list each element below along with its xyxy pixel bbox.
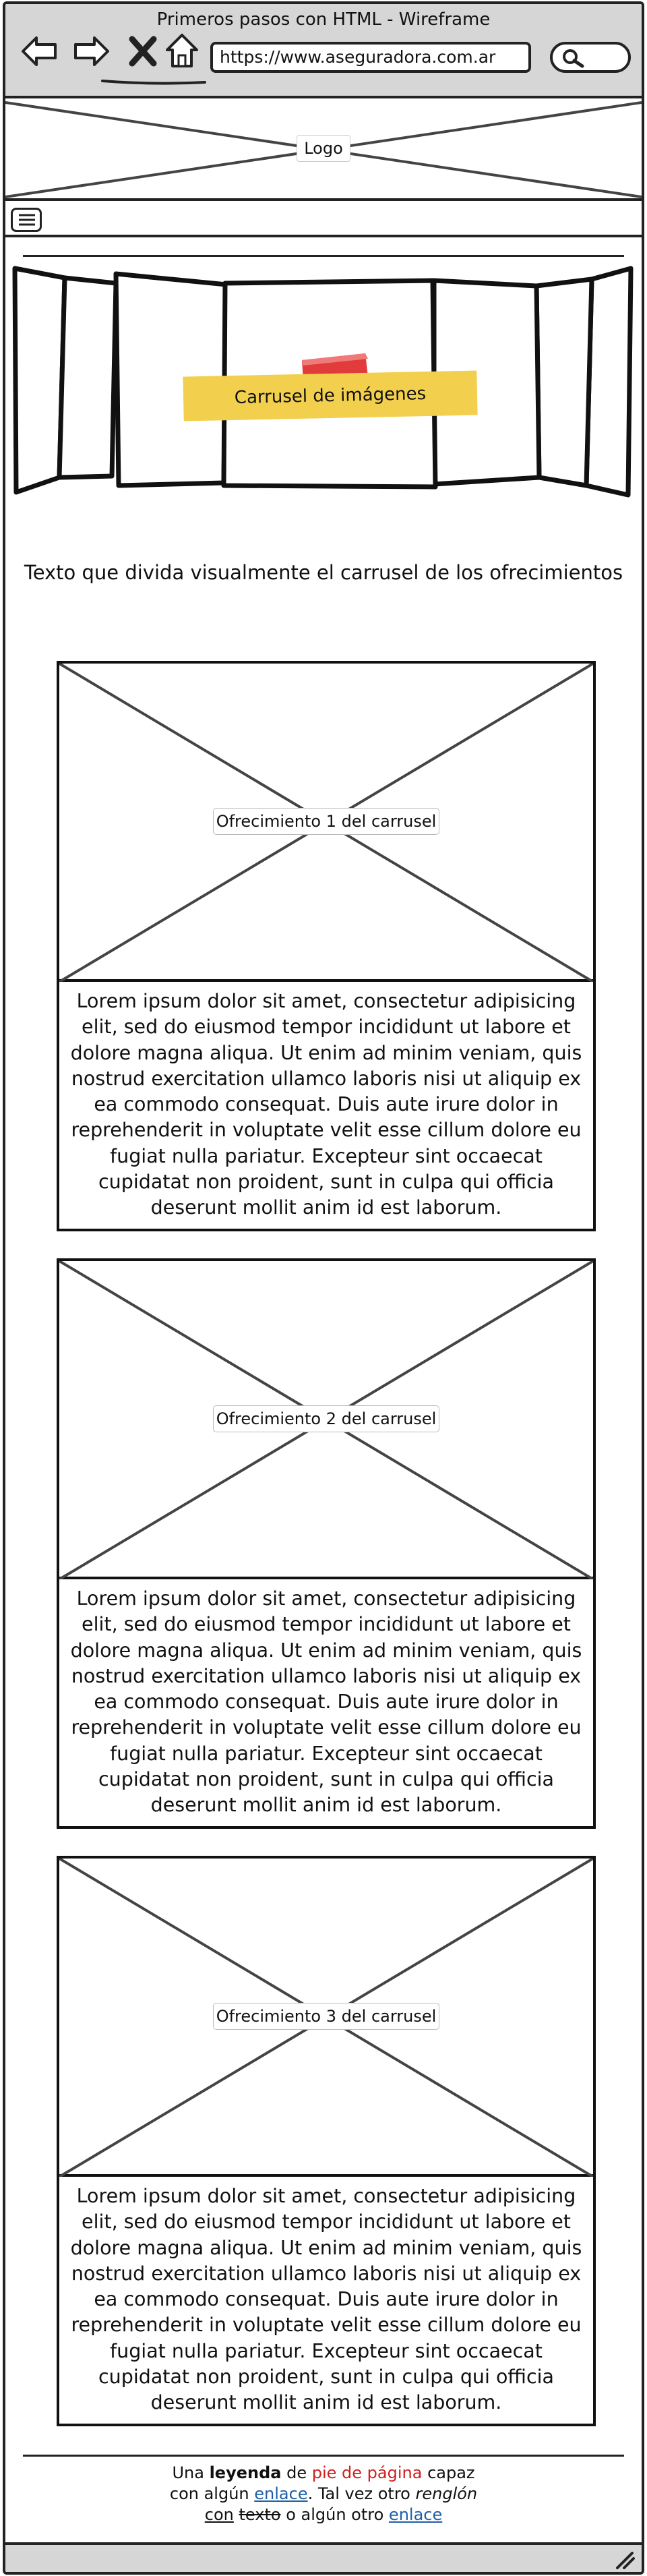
offering-text: Lorem ipsum dolor sit amet, consectetur … [70,990,582,1219]
offering-text: Lorem ipsum dolor sit amet, consectetur … [70,2185,582,2414]
footer-text: de [286,2463,307,2482]
logo-placeholder: Logo [5,101,642,201]
footer-link[interactable]: enlace [388,2505,443,2524]
back-arrow-icon[interactable] [20,32,58,70]
offering-card[interactable]: Ofrecimiento 2 del carrusel Lorem ipsum … [57,1258,596,1829]
footer-strikethrough-text: texto [239,2505,281,2524]
hamburger-menu-icon[interactable] [11,208,42,232]
offering-card[interactable]: Ofrecimiento 1 del carrusel Lorem ipsum … [57,661,596,1231]
footer-text: capaz [427,2463,475,2482]
offering-text: Lorem ipsum dolor sit amet, consectetur … [70,1587,582,1817]
logo-label: Logo [297,135,350,162]
image-carousel[interactable]: Carrusel de imágenes [9,260,636,503]
footer-legend: Una leyenda de pie de página capaz con a… [5,2463,642,2525]
footer-bold-text: leyenda [209,2463,282,2482]
status-bar [5,2542,642,2572]
browser-window: Primeros pasos con HTML - Wireframe http… [3,1,644,2575]
offering-image-placeholder: Ofrecimiento 3 del carrusel [59,1858,593,2177]
offering-label: Ofrecimiento 1 del carrusel [213,808,439,835]
carousel-label: Carrusel de imágenes [183,370,478,421]
footer-line-2: con algún enlace. Tal vez otro renglón [5,2484,642,2505]
footer-highlight-text: pie de página [311,2463,423,2482]
footer-text: con algún [169,2484,249,2503]
navigation-bar [5,204,642,237]
footer-divider [23,2455,624,2457]
carousel-frames [12,266,634,498]
resize-grip-icon[interactable] [615,2552,635,2569]
footer-text: Una [172,2463,204,2482]
offering-card[interactable]: Ofrecimiento 3 del carrusel Lorem ipsum … [57,1856,596,2426]
forward-arrow-icon[interactable] [73,32,111,70]
window-title: Primeros pasos con HTML - Wireframe [156,9,491,30]
footer-link[interactable]: enlace [254,2484,308,2503]
footer-text: . Tal vez otro [307,2484,410,2503]
offering-image-placeholder: Ofrecimiento 1 del carrusel [59,664,593,982]
close-x-icon[interactable] [124,32,162,70]
browser-toolbar: Primeros pasos con HTML - Wireframe http… [5,4,642,98]
address-bar[interactable]: https://www.aseguradora.com.ar [210,42,531,73]
intro-text: Texto que divida visualmente el carrusel… [24,561,623,584]
section-divider [23,255,624,257]
home-icon[interactable] [163,32,201,70]
footer-line-3: con texto o algún otro enlace [5,2505,642,2525]
search-field[interactable] [550,42,631,73]
footer-text: o algún otro [286,2505,384,2524]
offering-label: Ofrecimiento 2 del carrusel [213,1405,439,1432]
search-icon [563,49,584,68]
underline-scribble [101,80,206,85]
footer-line-1: Una leyenda de pie de página capaz [5,2463,642,2484]
footer-underlined-text: con [204,2505,234,2524]
offering-image-placeholder: Ofrecimiento 2 del carrusel [59,1261,593,1579]
offering-label: Ofrecimiento 3 del carrusel [213,2003,439,2030]
footer-italic-text: renglón [415,2484,478,2503]
